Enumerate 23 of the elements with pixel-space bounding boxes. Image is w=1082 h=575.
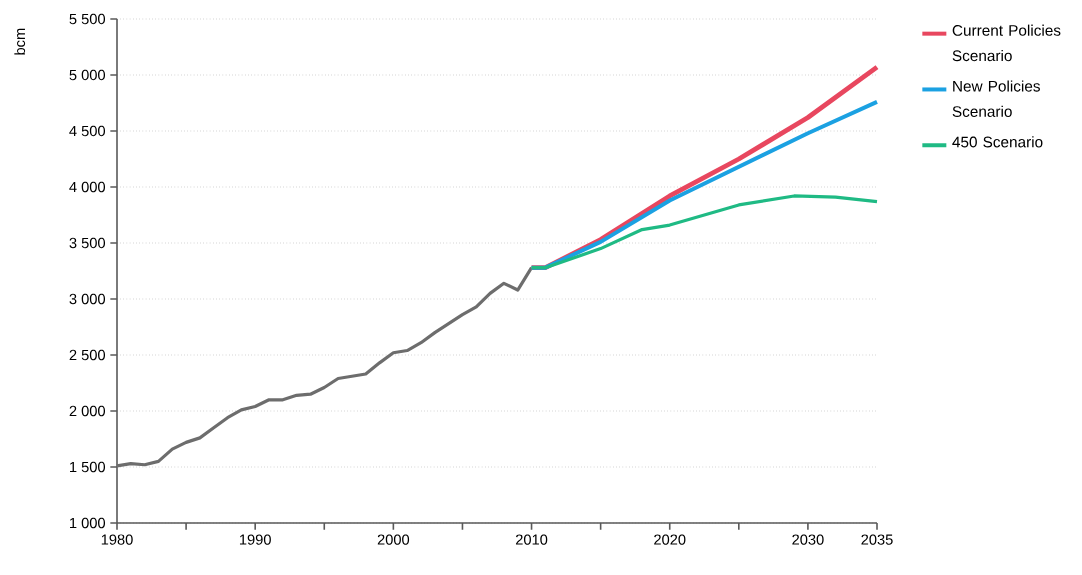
y-axis-title: bcm (14, 28, 26, 55)
y-tick-label: 2 000 (69, 405, 106, 417)
legend-label: 450 Scenario (952, 136, 1043, 148)
y-tick-label: 1 500 (70, 461, 106, 473)
x-tick-label: 2035 (861, 534, 893, 545)
y-tick-label: 4 500 (69, 125, 106, 137)
y-tick-label: 5 000 (69, 69, 106, 81)
y-tick-label: 3 500 (69, 237, 106, 249)
x-tick-label: 2030 (792, 534, 824, 545)
x-tick-label: 2000 (377, 534, 410, 545)
y-tick-label: 3 000 (69, 293, 106, 305)
y-tick-label: 5 500 (69, 13, 106, 25)
y-tick-label: 1 000 (70, 517, 106, 529)
x-tick-label: 1990 (239, 534, 271, 545)
line-series (115, 266, 534, 468)
line-series (529, 194, 879, 270)
x-tick-label: 1980 (101, 534, 133, 545)
x-tick-label: 2020 (654, 534, 686, 545)
x-tick-label: 2010 (515, 534, 548, 545)
y-tick-label: 4 000 (69, 181, 106, 193)
legend-label: New Policies Scenario (952, 80, 1040, 117)
legend-label: Current Policies Scenario (952, 24, 1061, 62)
y-tick-label: 2 500 (69, 349, 106, 361)
